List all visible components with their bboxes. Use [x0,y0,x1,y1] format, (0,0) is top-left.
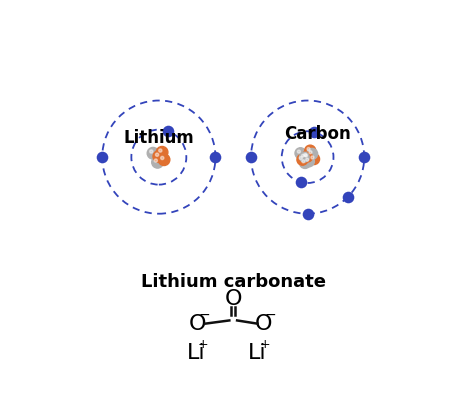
Circle shape [295,148,306,159]
Circle shape [304,153,307,156]
Text: Li: Li [187,343,205,363]
Circle shape [303,152,312,162]
Circle shape [161,156,164,160]
Point [344,194,351,200]
Point [304,210,311,217]
Circle shape [306,158,309,161]
Text: Lithium: Lithium [123,129,194,147]
Text: Carbon: Carbon [284,126,351,144]
Point [212,154,219,160]
Point [247,154,255,160]
Circle shape [152,157,164,168]
Circle shape [300,158,310,168]
Circle shape [300,152,309,162]
Circle shape [305,154,308,157]
Point [164,128,172,135]
Circle shape [158,154,170,165]
Text: +: + [259,338,270,351]
Text: Lithium carbonate: Lithium carbonate [141,273,326,291]
Circle shape [297,154,308,165]
Circle shape [299,157,302,160]
Text: O: O [255,314,273,333]
Circle shape [305,145,316,156]
Circle shape [309,151,312,154]
Circle shape [156,147,168,158]
Circle shape [301,151,312,162]
Circle shape [303,156,314,167]
Text: −: − [264,308,276,322]
Circle shape [311,156,314,159]
Text: O: O [189,314,206,333]
Circle shape [297,150,301,153]
Point [310,129,318,136]
Text: +: + [198,338,209,351]
Circle shape [150,150,153,153]
Circle shape [307,148,318,159]
Circle shape [154,159,157,162]
Circle shape [307,147,310,150]
Point [297,179,305,186]
Text: O: O [225,289,242,310]
Text: −: − [198,308,210,322]
Point [99,154,106,160]
Circle shape [302,160,305,163]
Point [360,154,368,160]
Text: Li: Li [248,343,267,363]
Circle shape [155,153,159,156]
Circle shape [301,154,304,157]
Circle shape [309,154,319,165]
Circle shape [159,149,162,152]
Circle shape [153,151,164,162]
Circle shape [147,147,159,159]
